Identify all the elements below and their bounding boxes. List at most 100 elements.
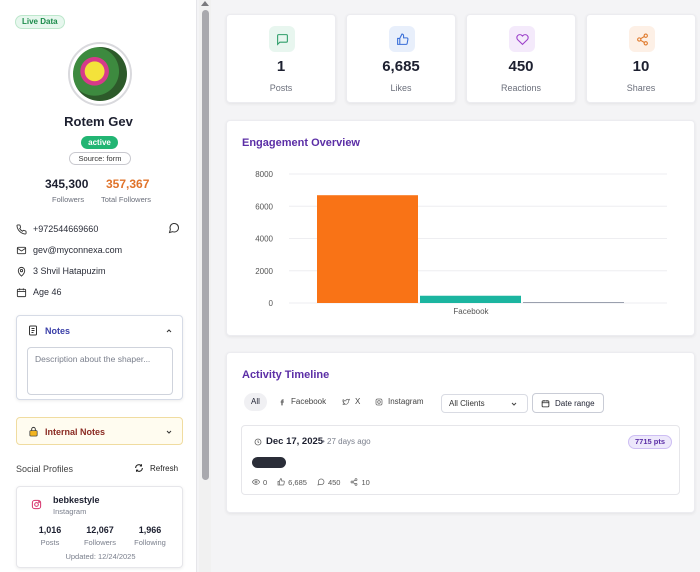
kpi-card-posts: 1 Posts — [226, 14, 336, 103]
scroll-up-arrow[interactable] — [201, 1, 209, 6]
clock-icon — [254, 438, 262, 446]
status-badge: active — [81, 136, 118, 149]
source-badge: Source: form — [69, 152, 131, 165]
followers-label: Followers — [52, 195, 85, 204]
date-range-button[interactable]: Date range — [532, 393, 604, 413]
address-row: 3 Shvil Hatapuzim — [16, 264, 106, 278]
calendar-icon — [541, 399, 550, 407]
social-profile-card[interactable]: bebkestyle Instagram 1,016 Posts 12,067 … — [16, 486, 183, 568]
comment-icon — [317, 478, 325, 486]
chevron-down-icon — [511, 402, 517, 406]
y-tick-label: 2000 — [255, 267, 273, 276]
timeline-ago: • 27 days ago — [322, 437, 371, 446]
sidebar-scrollbar-thumb[interactable] — [202, 10, 209, 480]
social-followers-value: 12,067 — [86, 525, 114, 535]
refresh-label: Refresh — [150, 463, 179, 473]
refresh-icon — [135, 464, 143, 472]
share-icon — [636, 33, 648, 45]
kpi-value: 6,685 — [382, 58, 420, 75]
notes-card: Notes Description about the shaper... — [16, 315, 183, 400]
likes-value: 6,685 — [288, 477, 307, 487]
engagement-title: Engagement Overview — [242, 137, 360, 149]
eye-icon — [252, 479, 260, 485]
timeline-date: Dec 17, 2025 — [266, 436, 324, 447]
views-value: 0 — [263, 477, 268, 487]
kpi-icon-box — [269, 26, 295, 52]
chevron-down-icon[interactable] — [165, 428, 173, 436]
bar-1 — [420, 295, 521, 303]
social-updated: Updated: 12/24/2025 — [65, 552, 136, 561]
chevron-up-icon[interactable] — [165, 327, 173, 335]
y-tick-label: 8000 — [255, 170, 273, 179]
kpi-icon-box — [509, 26, 535, 52]
comments-value: 450 — [327, 477, 341, 487]
profile-sidebar: Live Data Rotem Gev active Source: form … — [0, 0, 197, 572]
kpi-value: 450 — [508, 58, 534, 75]
chat-icon[interactable] — [168, 222, 180, 234]
live-data-badge: Live Data — [15, 15, 65, 29]
x-twitter-icon — [342, 398, 350, 406]
internal-notes-card[interactable]: Internal Notes — [16, 417, 183, 445]
message-square-icon — [276, 33, 288, 46]
notes-title: Notes — [45, 326, 71, 336]
points-badge: 7715 pts — [628, 435, 673, 449]
heart-icon — [515, 33, 529, 45]
y-tick-label: 0 — [269, 299, 274, 308]
social-posts-label: Posts — [40, 538, 60, 547]
tab-instagram-label: Instagram — [388, 397, 424, 406]
timeline-title: Activity Timeline — [242, 369, 330, 381]
kpi-icon-box — [629, 26, 655, 52]
social-handle: bebkestyle — [53, 495, 100, 505]
profile-name: Rotem Gev — [64, 114, 133, 129]
instagram-icon — [375, 398, 383, 406]
thumbs-up-icon — [396, 33, 408, 45]
comments-metric: 450 — [317, 477, 341, 487]
platform-tag — [252, 457, 286, 468]
age-text: Age 46 — [33, 287, 62, 297]
social-posts-value: 1,016 — [38, 525, 62, 535]
social-platform: Instagram — [53, 507, 87, 516]
client-select[interactable]: All Clients — [441, 394, 528, 413]
phone-icon — [16, 223, 27, 234]
age-row: Age 46 — [16, 285, 62, 299]
share-icon — [351, 478, 358, 486]
tab-instagram[interactable]: Instagram — [368, 393, 431, 411]
total-followers-value: 357,367 — [106, 177, 150, 191]
internal-notes-title: Internal Notes — [45, 427, 106, 437]
tab-facebook-label: Facebook — [291, 397, 327, 406]
tab-all[interactable]: All — [244, 393, 267, 411]
kpi-card-likes: 6,685 Likes — [346, 14, 456, 103]
email-text: gev@myconnexa.com — [33, 245, 123, 255]
address-text: 3 Shvil Hatapuzim — [33, 266, 106, 276]
kpi-icon-box — [389, 26, 415, 52]
kpi-label: Posts — [269, 83, 293, 93]
refresh-button[interactable]: Refresh — [134, 462, 178, 474]
tab-x-label: X — [355, 397, 361, 406]
social-profiles-title: Social Profiles — [16, 464, 74, 474]
bar-2 — [523, 302, 624, 303]
phone-text: +972544669660 — [33, 224, 99, 234]
likes-metric: 6,685 — [277, 478, 307, 487]
mail-icon — [16, 246, 27, 254]
instagram-icon — [31, 499, 42, 510]
bar-0 — [317, 195, 418, 303]
engagement-chart: 0 2000 4000 6000 8000 Facebook — [255, 170, 667, 316]
tab-facebook[interactable]: Facebook — [271, 393, 333, 411]
avatar-image — [73, 47, 127, 101]
kpi-label: Likes — [390, 83, 412, 93]
tab-x[interactable]: X — [335, 393, 367, 411]
social-following-value: 1,966 — [138, 525, 162, 535]
kpi-value: 10 — [632, 58, 650, 75]
email-row: gev@myconnexa.com — [16, 243, 122, 257]
facebook-icon — [280, 399, 284, 406]
phone-row: +972544669660 — [16, 222, 98, 236]
kpi-card-reactions: 450 Reactions — [466, 14, 576, 103]
kpi-label: Shares — [626, 83, 656, 93]
shares-value: 10 — [361, 477, 370, 487]
kpi-value: 1 — [276, 58, 286, 75]
timeline-item[interactable]: Dec 17, 2025 • 27 days ago 7715 pts 0 6,… — [241, 425, 680, 495]
date-range-label: Date range — [555, 398, 595, 408]
notes-textarea[interactable]: Description about the shaper... — [27, 347, 173, 395]
kpi-label: Reactions — [500, 83, 542, 93]
engagement-panel: Engagement Overview 0 2000 4000 6000 8000 Fac… — [226, 120, 695, 336]
